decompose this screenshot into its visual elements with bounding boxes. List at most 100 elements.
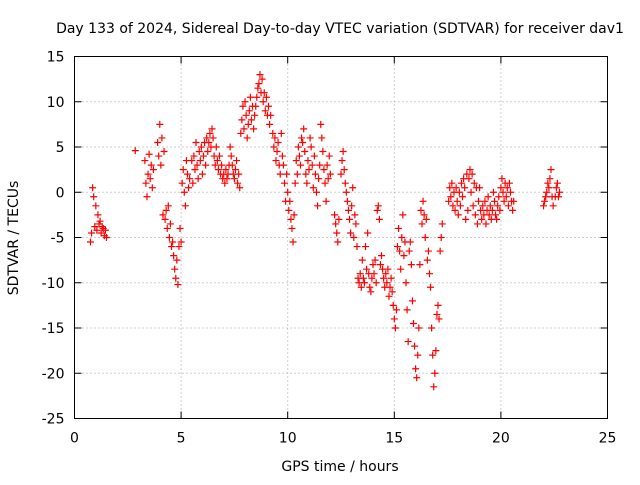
data-point xyxy=(396,247,404,255)
data-point xyxy=(482,220,490,228)
data-point xyxy=(260,89,268,97)
data-point xyxy=(467,188,475,196)
data-point xyxy=(244,120,252,128)
data-point xyxy=(389,301,397,309)
data-point xyxy=(489,188,497,196)
x-tick-label: 0 xyxy=(70,431,79,447)
data-point xyxy=(317,120,325,128)
data-point xyxy=(455,188,463,196)
data-point xyxy=(436,247,444,255)
y-axis-label: SDTVAR / TECUs xyxy=(6,181,22,296)
data-point xyxy=(320,166,328,174)
data-point xyxy=(383,279,391,287)
data-point xyxy=(252,102,260,110)
data-point xyxy=(376,261,384,269)
data-point xyxy=(469,202,477,210)
data-point xyxy=(378,252,386,260)
data-point xyxy=(251,111,259,119)
data-point xyxy=(357,283,365,291)
data-point xyxy=(294,143,302,151)
data-point xyxy=(316,161,324,169)
data-point xyxy=(276,170,284,178)
data-point xyxy=(408,297,416,305)
data-point xyxy=(335,215,343,223)
chart-title: Day 133 of 2024, Sidereal Day-to-day VTE… xyxy=(56,21,624,37)
data-point xyxy=(499,188,507,196)
y-tick-label: 10 xyxy=(47,95,65,111)
data-point xyxy=(428,324,436,332)
data-point xyxy=(453,197,461,205)
data-point xyxy=(484,193,492,201)
data-point xyxy=(300,125,308,133)
data-point xyxy=(488,206,496,214)
data-point xyxy=(245,107,253,115)
axis-ticks: 0 5 10 15 20 25 -25 -20 -15 -10 -5 0 5 10 15 xyxy=(42,50,617,447)
data-point xyxy=(553,179,561,187)
data-point xyxy=(284,188,292,196)
data-point xyxy=(418,220,426,228)
data-point xyxy=(427,283,435,291)
data-point xyxy=(462,215,470,223)
y-tick-label: -20 xyxy=(42,366,65,382)
data-point xyxy=(412,365,420,373)
data-point xyxy=(337,170,345,178)
data-point xyxy=(89,184,97,192)
data-point xyxy=(411,342,419,350)
data-point xyxy=(413,374,421,382)
data-point xyxy=(325,152,333,160)
data-point xyxy=(495,193,503,201)
data-point xyxy=(255,80,263,88)
data-point xyxy=(543,188,551,196)
data-point xyxy=(154,138,162,146)
data-point xyxy=(391,324,399,332)
x-tick-label: 15 xyxy=(385,431,403,447)
data-point xyxy=(181,202,189,210)
data-point xyxy=(375,215,383,223)
data-point xyxy=(510,197,518,205)
data-point xyxy=(338,157,346,165)
data-point xyxy=(374,202,382,210)
data-point xyxy=(180,188,188,196)
data-point xyxy=(157,161,165,169)
data-point xyxy=(500,197,508,205)
data-point xyxy=(368,274,376,282)
data-point xyxy=(208,125,216,133)
data-point xyxy=(341,179,349,187)
data-point xyxy=(478,215,486,223)
data-point xyxy=(496,206,504,214)
x-tick-label: 10 xyxy=(279,431,297,447)
data-point xyxy=(309,184,317,192)
data-point xyxy=(237,129,245,137)
data-point xyxy=(343,197,351,205)
data-point xyxy=(235,170,243,178)
data-point xyxy=(470,179,478,187)
data-point xyxy=(239,102,247,110)
data-point xyxy=(509,206,517,214)
data-point xyxy=(331,211,339,219)
data-point xyxy=(254,84,262,92)
data-point xyxy=(170,252,178,260)
data-point xyxy=(431,369,439,377)
data-point xyxy=(286,197,294,205)
data-point xyxy=(160,148,168,156)
x-tick-label: 20 xyxy=(492,431,510,447)
data-point xyxy=(416,261,424,269)
data-point xyxy=(385,292,393,300)
data-point xyxy=(334,238,342,246)
data-point xyxy=(287,215,295,223)
data-point xyxy=(91,223,99,231)
data-point xyxy=(373,206,381,214)
data-point xyxy=(356,270,364,278)
y-tick-label: -10 xyxy=(42,276,65,292)
data-point xyxy=(155,152,163,160)
data-point xyxy=(144,170,152,178)
data-point xyxy=(451,206,459,214)
data-point xyxy=(315,175,323,183)
data-point xyxy=(493,215,501,223)
data-point xyxy=(432,347,440,355)
data-point xyxy=(339,148,347,156)
data-point xyxy=(387,274,395,282)
data-point xyxy=(147,161,155,169)
data-point xyxy=(398,234,406,241)
